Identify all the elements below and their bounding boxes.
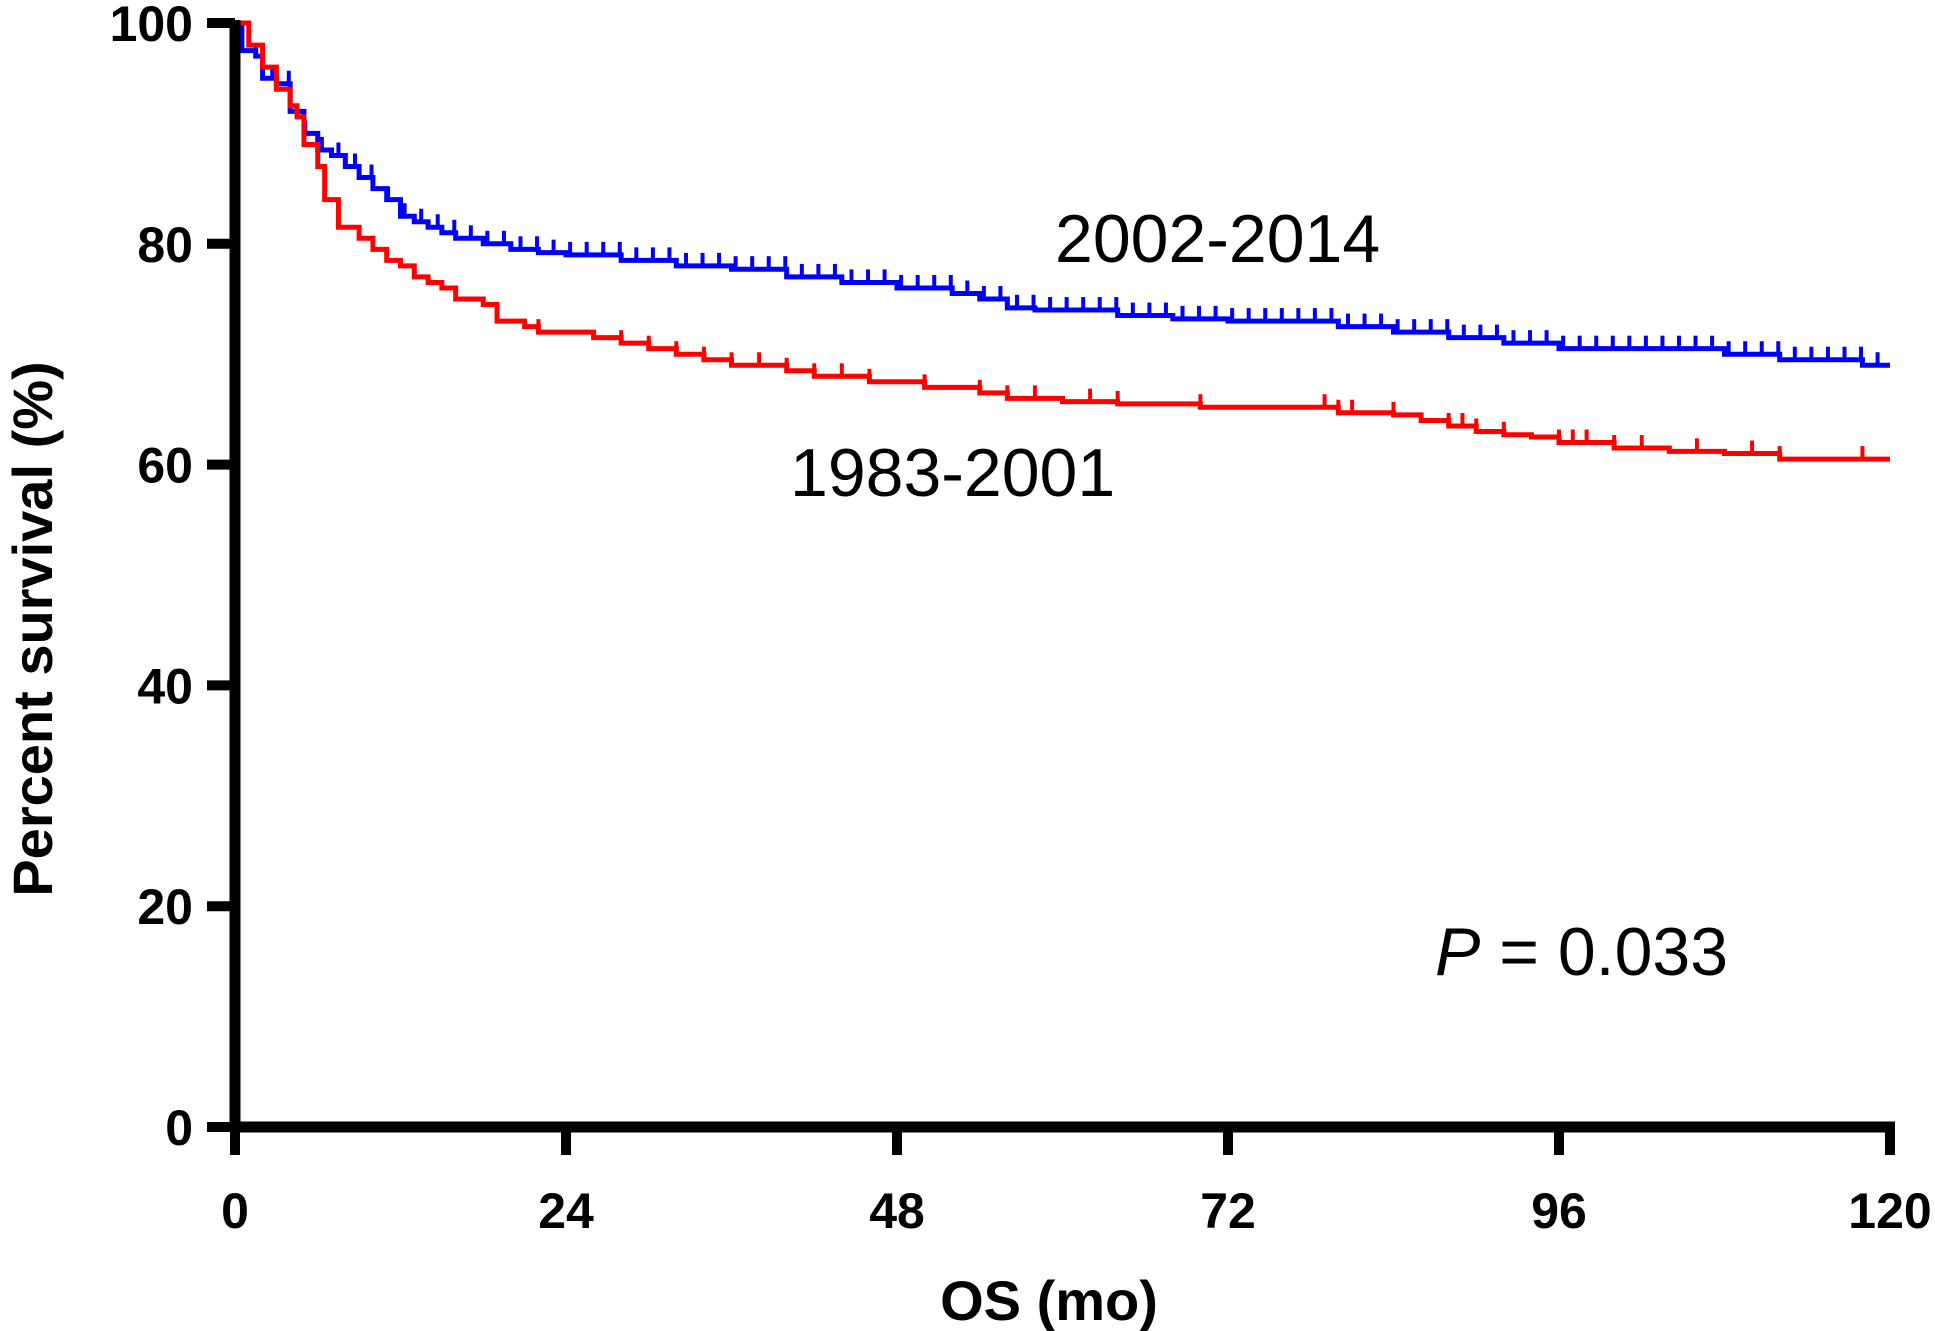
- x-tick-label-72: 72: [1200, 1183, 1256, 1239]
- x-axis-title: OS (mo): [940, 1269, 1158, 1331]
- series-label-2002-2014: 2002-2014: [1055, 201, 1380, 277]
- y-tick-label-100: 100: [110, 0, 193, 52]
- series-line-2002-2014: [235, 20, 1890, 368]
- y-tick-label-60: 60: [137, 438, 193, 494]
- y-axis-title: Percent survival (%): [1, 361, 64, 896]
- x-tick-label-48: 48: [869, 1183, 925, 1239]
- p-value-annotation: P = 0.033: [1435, 914, 1728, 990]
- series-layer: [235, 20, 1890, 462]
- p-value-symbol: P: [1435, 914, 1480, 990]
- x-tick-label-0: 0: [221, 1183, 249, 1239]
- x-tick-label-96: 96: [1531, 1183, 1587, 1239]
- y-tick-label-0: 0: [165, 1100, 193, 1156]
- x-tick-label-24: 24: [538, 1183, 594, 1239]
- p-value-text: = 0.033: [1480, 914, 1728, 990]
- labels-layer: 2002-2014 1983-2001 P = 0.033 OS (mo) Pe…: [1, 201, 1728, 1331]
- y-tick-label-40: 40: [137, 658, 193, 714]
- axes-layer: 0 24 48 72 96 120 0 20 40 60 80 100: [110, 0, 1932, 1239]
- series-label-1983-2001: 1983-2001: [790, 435, 1115, 511]
- y-tick-label-80: 80: [137, 217, 193, 273]
- y-tick-label-20: 20: [137, 879, 193, 935]
- x-tick-label-120: 120: [1848, 1183, 1931, 1239]
